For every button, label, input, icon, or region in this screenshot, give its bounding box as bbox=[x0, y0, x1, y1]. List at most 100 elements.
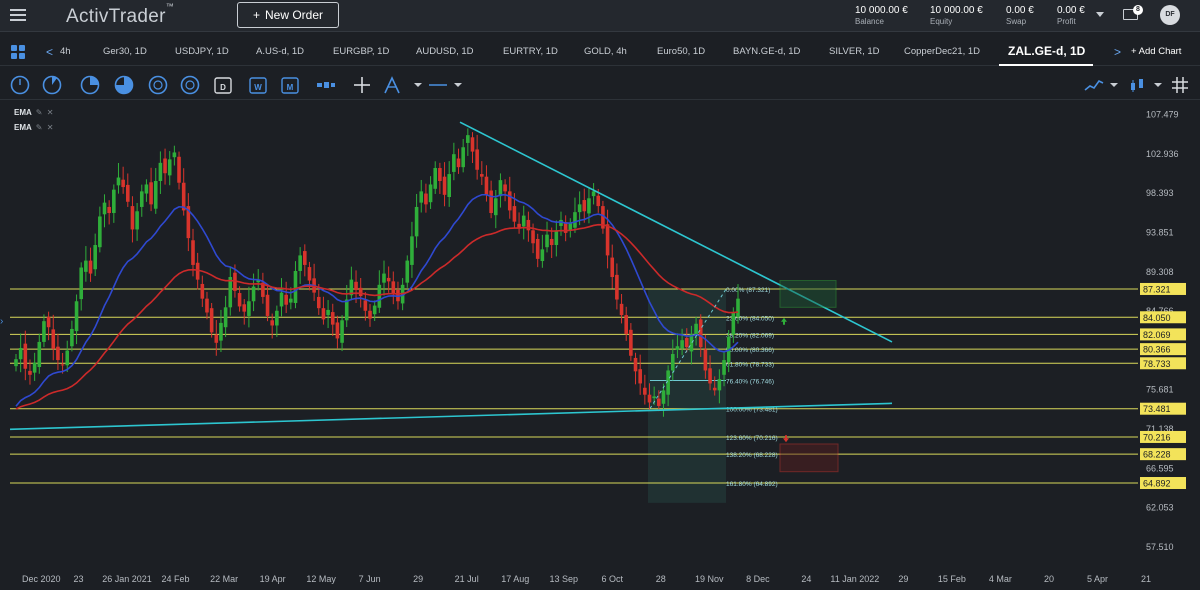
tab-ger30[interactable]: Ger30, 1D bbox=[103, 46, 147, 57]
indicator-settings-icon[interactable]: ✎ ✕ bbox=[35, 108, 55, 117]
tab-4h[interactable]: 4h bbox=[60, 46, 71, 57]
line-chart-icon[interactable] bbox=[1084, 75, 1104, 95]
tabs-next-arrow[interactable]: > bbox=[1114, 45, 1122, 59]
candle-body bbox=[433, 168, 438, 189]
candle-body bbox=[363, 300, 368, 311]
candle-type-icon[interactable] bbox=[316, 75, 336, 95]
fibonacci-level-label: 161.80% (64.892) bbox=[726, 481, 778, 488]
level-price-tag bbox=[1140, 448, 1186, 461]
chart-canvas[interactable]: 107.479 102.936 98.393 93.851 89.308 84.766 80… bbox=[9, 104, 1190, 590]
price-axis-label: 84.766 bbox=[1146, 306, 1174, 316]
candle-body bbox=[512, 206, 517, 222]
drawing-tool-icon[interactable] bbox=[382, 75, 402, 95]
tab-zal-active[interactable]: ZAL.GE-d, 1D bbox=[1008, 44, 1086, 58]
pie-half-icon[interactable] bbox=[80, 75, 100, 95]
price-axis-label: 71.138 bbox=[1146, 424, 1174, 434]
candle-body bbox=[65, 350, 70, 366]
crosshair-icon[interactable] bbox=[352, 75, 372, 95]
candle-body bbox=[247, 301, 251, 316]
globe-alt-icon[interactable] bbox=[180, 75, 200, 95]
time-axis-label: 26 Jan 2021 bbox=[102, 574, 152, 584]
level-price-tag bbox=[1140, 357, 1186, 370]
candle-body bbox=[209, 308, 214, 333]
candle-body bbox=[200, 283, 205, 299]
take-profit-box bbox=[779, 279, 837, 308]
menu-icon[interactable] bbox=[10, 9, 26, 21]
price-chart[interactable]: 107.479 102.936 98.393 93.851 89.308 84.766 80… bbox=[9, 104, 1190, 590]
price-axis-label: 107.479 bbox=[1146, 110, 1179, 120]
price-axis-label: 62.053 bbox=[1146, 503, 1174, 513]
pie-quarter-icon[interactable] bbox=[42, 75, 62, 95]
price-axis-label: 102.936 bbox=[1146, 149, 1179, 159]
candle-body bbox=[461, 147, 465, 168]
indicator-dropdown-icon[interactable] bbox=[1148, 75, 1168, 95]
logo-trademark: ™ bbox=[165, 1, 175, 11]
time-axis-label: 11 Jan 2022 bbox=[830, 574, 879, 584]
candle-body bbox=[698, 319, 703, 348]
clock-icon[interactable] bbox=[10, 75, 30, 95]
support-trendline bbox=[9, 402, 893, 431]
tab-silver[interactable]: SILVER, 1D bbox=[829, 46, 880, 57]
drawing-tool-dropdown-icon[interactable] bbox=[408, 75, 428, 95]
tab-copper[interactable]: CopperDec21, 1D bbox=[904, 46, 981, 57]
candle-body bbox=[93, 245, 97, 270]
candle-body bbox=[484, 176, 489, 195]
tab-a-us[interactable]: A.US-d, 1D bbox=[256, 46, 305, 57]
chart-left-expand-icon[interactable]: › bbox=[0, 316, 4, 327]
layout-grid-icon[interactable] bbox=[11, 45, 25, 59]
account-dropdown-icon[interactable] bbox=[1096, 12, 1104, 17]
tab-usdjpy[interactable]: USDJPY, 1D bbox=[175, 46, 229, 57]
tabs-prev-arrow[interactable]: < bbox=[46, 45, 54, 59]
ema-fast-line bbox=[15, 193, 739, 407]
pie-three-quarter-icon[interactable] bbox=[114, 75, 134, 95]
time-axis-label: 29 bbox=[898, 574, 908, 584]
avatar[interactable]: DF bbox=[1160, 5, 1180, 25]
swap-metric: 0.00 € Swap bbox=[1006, 5, 1034, 27]
indicator-settings-icon[interactable]: ✎ ✕ bbox=[35, 123, 55, 132]
chart-type-dropdown-icon[interactable] bbox=[1104, 75, 1124, 95]
measure-zone bbox=[648, 288, 726, 503]
indicator-icon[interactable] bbox=[1128, 75, 1148, 95]
tab-euro50[interactable]: Euro50, 1D bbox=[657, 46, 706, 57]
calendar-w-icon[interactable]: W bbox=[248, 75, 268, 95]
candle-body bbox=[414, 206, 419, 237]
indicator-label-ema-1[interactable]: EMA ✎ ✕ bbox=[14, 108, 54, 117]
tab-bayn[interactable]: BAYN.GE-d, 1D bbox=[733, 46, 801, 57]
candle-body bbox=[549, 238, 554, 246]
add-chart-button[interactable]: + Add Chart bbox=[1131, 46, 1182, 57]
candle-body bbox=[130, 206, 135, 230]
grid-hash-icon[interactable] bbox=[1170, 75, 1190, 95]
candle-body bbox=[205, 298, 209, 313]
tab-audusd[interactable]: AUDUSD, 1D bbox=[416, 46, 474, 57]
level-price-tag-text: 64.892 bbox=[1143, 479, 1171, 489]
globe-icon[interactable] bbox=[148, 75, 168, 95]
candle-body bbox=[51, 329, 56, 349]
line-style-dropdown-icon[interactable] bbox=[448, 75, 468, 95]
candle-body bbox=[316, 296, 321, 309]
ema-slow-line bbox=[15, 223, 739, 410]
time-axis-label: 6 Oct bbox=[602, 574, 624, 584]
candle-body bbox=[419, 191, 424, 203]
candle-body bbox=[242, 304, 247, 312]
calendar-d-icon[interactable]: D bbox=[213, 75, 233, 95]
price-axis-label: 98.393 bbox=[1146, 188, 1174, 198]
line-style-icon[interactable] bbox=[428, 75, 448, 95]
candle-body bbox=[167, 159, 172, 176]
new-order-button[interactable]: + New Order bbox=[237, 2, 339, 28]
candle-body bbox=[358, 287, 363, 297]
candle-body bbox=[382, 273, 386, 283]
tab-gold[interactable]: GOLD, 4h bbox=[584, 46, 627, 57]
level-price-tag-text: 82.069 bbox=[1143, 330, 1171, 340]
tab-eurgbp[interactable]: EURGBP, 1D bbox=[333, 46, 390, 57]
candle-body bbox=[521, 215, 526, 227]
candle-body bbox=[736, 298, 740, 317]
balance-metric: 10 000.00 € Balance bbox=[855, 5, 908, 27]
price-axis-label: 93.851 bbox=[1146, 227, 1174, 237]
candle-body bbox=[42, 321, 46, 342]
candle-body bbox=[223, 307, 228, 328]
candle-body bbox=[135, 211, 139, 230]
sell-arrow-icon bbox=[783, 435, 789, 443]
indicator-label-ema-2[interactable]: EMA ✎ ✕ bbox=[14, 123, 54, 132]
tab-eurtry[interactable]: EURTRY, 1D bbox=[503, 46, 558, 57]
calendar-m-icon[interactable]: M bbox=[280, 75, 300, 95]
